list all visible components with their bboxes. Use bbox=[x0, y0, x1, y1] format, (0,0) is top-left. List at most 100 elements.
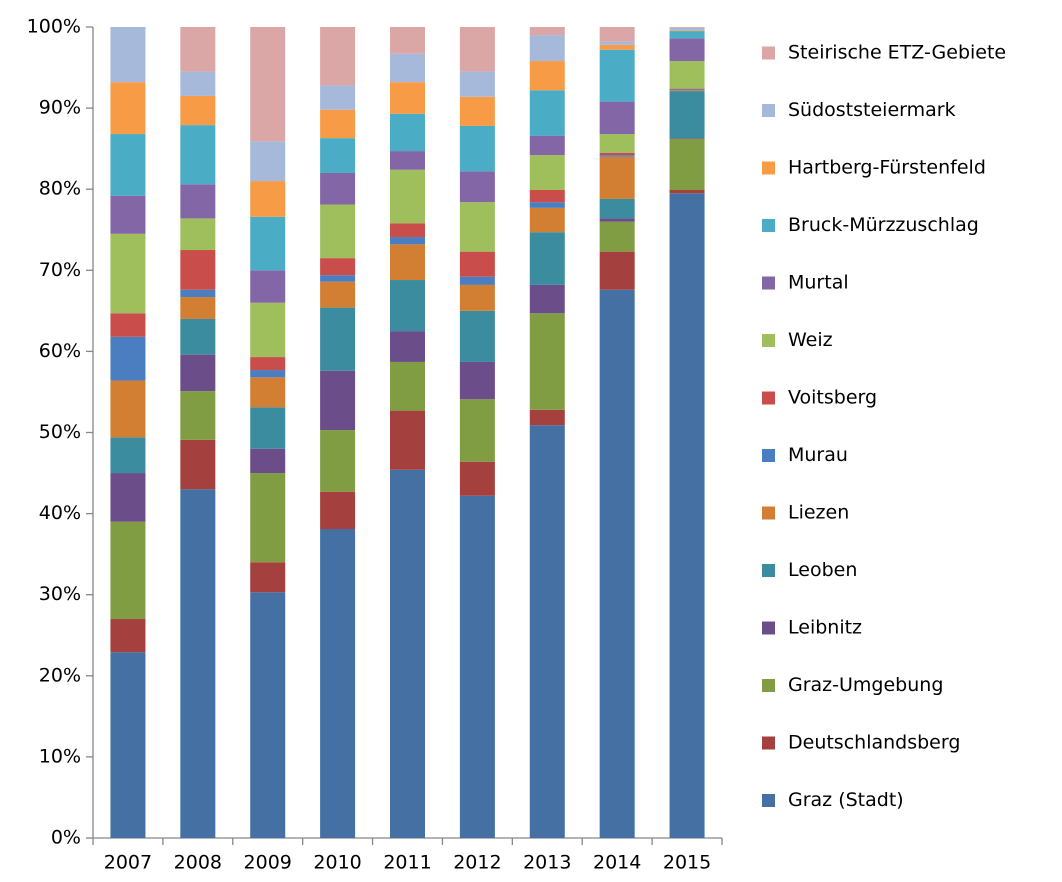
bar-segment bbox=[599, 218, 635, 222]
bar-segment bbox=[180, 289, 216, 298]
bar-segment bbox=[180, 71, 216, 96]
bar-segment bbox=[599, 44, 635, 50]
bar-segment bbox=[529, 155, 565, 191]
bar-segment bbox=[390, 244, 425, 281]
bar-segment bbox=[250, 592, 286, 838]
legend-label: Liezen bbox=[788, 502, 849, 524]
bar-segment bbox=[459, 251, 495, 277]
bar-segment bbox=[390, 113, 425, 152]
bar-segment bbox=[669, 90, 705, 92]
bar-segment bbox=[390, 169, 425, 224]
bar-segment bbox=[669, 27, 705, 31]
legend-label: Graz-Umgebung bbox=[788, 674, 943, 696]
legend-label: Deutschlandsberg bbox=[788, 732, 960, 754]
bar-segment bbox=[390, 53, 425, 83]
bar-segment bbox=[110, 82, 146, 135]
bar-segment bbox=[390, 410, 425, 470]
bar-segment bbox=[110, 233, 146, 314]
legend-label: Murau bbox=[788, 444, 848, 466]
x-tick-label: 2007 bbox=[104, 852, 152, 874]
legend-label: Weiz bbox=[788, 329, 833, 351]
legend-swatch bbox=[762, 621, 775, 635]
bar-segment bbox=[459, 125, 495, 172]
bar-segment bbox=[250, 448, 286, 474]
bar-segment bbox=[599, 155, 635, 157]
bar-segment bbox=[320, 27, 356, 86]
y-tick-label: 30% bbox=[39, 583, 81, 605]
bar-segment bbox=[459, 27, 495, 72]
legend-label: Leibnitz bbox=[788, 617, 862, 639]
bar-segment bbox=[180, 27, 216, 72]
bar-segment bbox=[390, 469, 425, 838]
bar-segment bbox=[529, 135, 565, 156]
bar-segment bbox=[529, 313, 565, 410]
bar-segment bbox=[669, 138, 705, 139]
bar-segment bbox=[459, 495, 495, 838]
bar-segment bbox=[669, 30, 705, 32]
y-tick-label: 20% bbox=[39, 664, 81, 686]
bar-segment bbox=[669, 89, 705, 91]
bar-segment bbox=[250, 270, 286, 303]
bar-segment bbox=[669, 91, 705, 139]
legend-label: Hartberg-Fürstenfeld bbox=[788, 157, 986, 179]
bar-segment bbox=[390, 27, 425, 54]
y-tick-label: 40% bbox=[39, 502, 81, 524]
legend-swatch bbox=[762, 679, 775, 692]
bar-segment bbox=[320, 204, 356, 259]
bar-segment bbox=[110, 27, 146, 83]
bar-segment bbox=[320, 275, 356, 282]
bar-segment bbox=[320, 430, 356, 492]
bar-segment bbox=[110, 619, 146, 653]
bar-segment bbox=[250, 377, 286, 408]
bar-segment bbox=[529, 90, 565, 136]
x-tick-label: 2015 bbox=[663, 852, 711, 874]
bar-segment bbox=[110, 521, 146, 620]
bar-segment bbox=[320, 529, 356, 838]
bar-segment bbox=[390, 82, 425, 114]
bar-segment bbox=[459, 202, 495, 252]
bar-segment bbox=[320, 172, 356, 205]
bar-segment bbox=[599, 49, 635, 102]
bar-segment bbox=[529, 27, 565, 36]
bar-segment bbox=[320, 138, 356, 173]
legend-swatch bbox=[762, 794, 775, 807]
bar-segment bbox=[459, 361, 495, 400]
bar-segment bbox=[459, 310, 495, 362]
legend-label: Leoben bbox=[788, 559, 857, 581]
bar-segment bbox=[110, 473, 146, 522]
bar-segment bbox=[250, 141, 286, 182]
bar-segment bbox=[669, 190, 705, 194]
legend-swatch bbox=[762, 161, 775, 175]
bar-segment bbox=[669, 138, 705, 191]
bar-segment bbox=[599, 198, 635, 219]
legend-swatch bbox=[762, 564, 775, 577]
legend-label: Südoststeiermark bbox=[788, 99, 956, 121]
bar-segment bbox=[180, 439, 216, 490]
bar-segment bbox=[599, 27, 635, 42]
bar-segment bbox=[320, 85, 356, 110]
bar-segment bbox=[459, 461, 495, 496]
bar-segment bbox=[320, 281, 356, 308]
bar-segment bbox=[110, 380, 146, 438]
bar-segment bbox=[110, 336, 146, 381]
bar-segment bbox=[669, 88, 705, 90]
bar-segment bbox=[250, 407, 286, 449]
bar-segment bbox=[459, 284, 495, 311]
bar-segment bbox=[529, 284, 565, 314]
bar-segment bbox=[599, 41, 635, 45]
bar-segment bbox=[669, 193, 705, 838]
bar-segment bbox=[669, 31, 705, 39]
bar-segment bbox=[250, 562, 286, 593]
bar-segment bbox=[669, 61, 705, 89]
bar-segment bbox=[320, 258, 356, 276]
bar-segment bbox=[599, 101, 635, 135]
legend-swatch bbox=[762, 276, 775, 290]
bar-segment bbox=[390, 151, 425, 170]
legend-label: Murtal bbox=[788, 272, 849, 294]
bar-segment bbox=[459, 171, 495, 203]
bar-segment bbox=[669, 27, 705, 28]
x-tick-label: 2011 bbox=[383, 852, 431, 874]
bar-segment bbox=[529, 202, 565, 208]
legend-swatch bbox=[762, 506, 775, 520]
